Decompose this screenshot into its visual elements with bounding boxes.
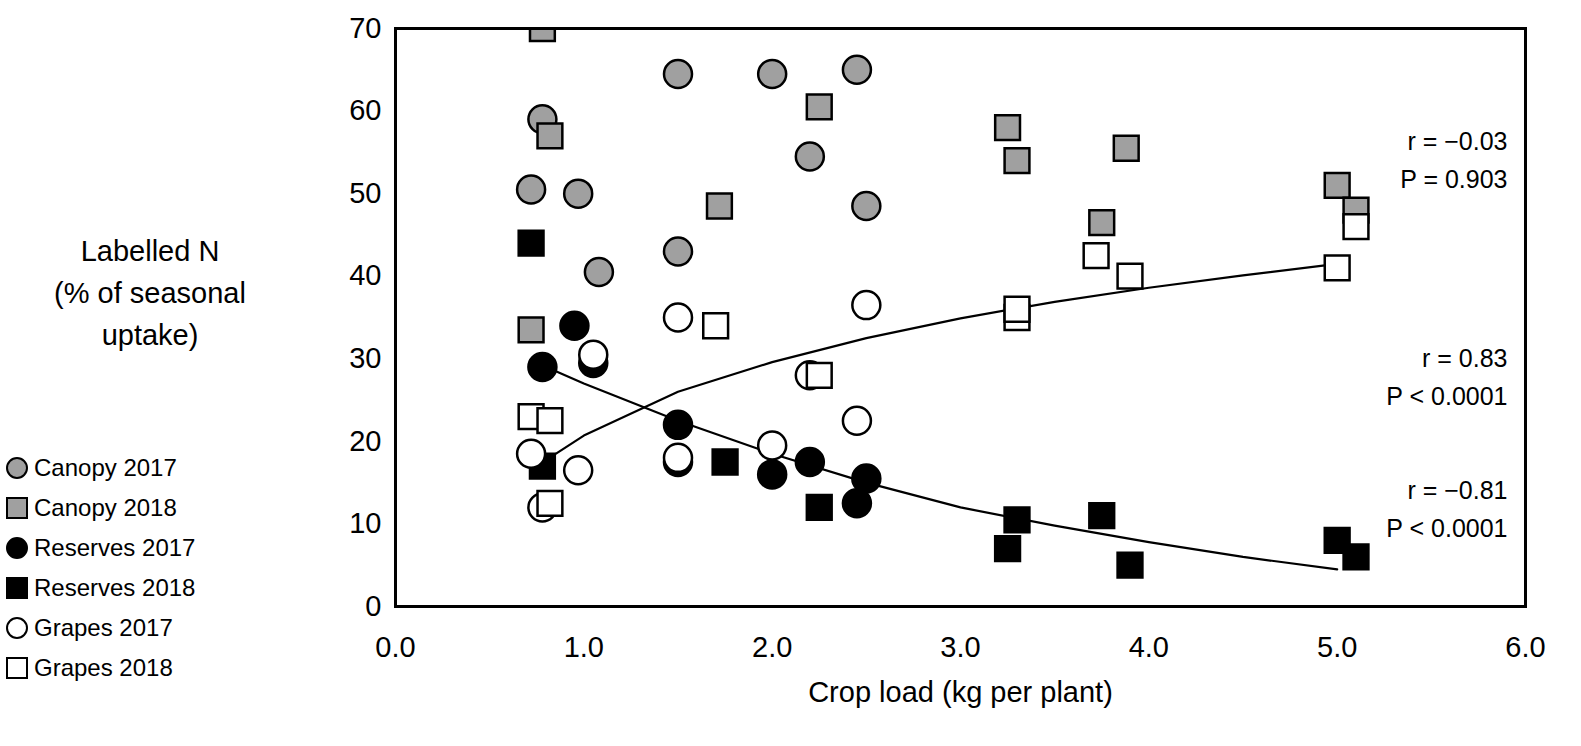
html-text:Reserves 2017: Reserves 2017 — [34, 534, 196, 561]
svg-text:2.0: 2.0 — [752, 631, 792, 663]
html-text:Canopy 2017: Canopy 2017 — [34, 454, 177, 481]
svg-text:Crop load (kg per plant): Crop load (kg per plant) — [808, 676, 1113, 708]
svg-text:1.0: 1.0 — [564, 631, 604, 663]
html-text:Labelled N (% of seasonal upta: Labelled N (% of seasonal uptake) — [54, 235, 246, 351]
svg-text:60: 60 — [349, 94, 381, 126]
html-text:Reserves 2018: Reserves 2018 — [34, 574, 196, 601]
svg-text:70: 70 — [349, 12, 381, 44]
svg-text:3.0: 3.0 — [940, 631, 980, 663]
svg-text:5.0: 5.0 — [1317, 631, 1357, 663]
svg-text:r = 0.83P < 0.0001: r = 0.83P < 0.0001 — [1386, 344, 1507, 410]
html-text:Grapes 2017: Grapes 2017 — [34, 614, 173, 641]
html-text:Grapes 2018: Grapes 2018 — [34, 654, 173, 681]
html-text:Canopy 2018: Canopy 2018 — [34, 494, 177, 521]
svg-text:40: 40 — [349, 259, 381, 291]
svg-text:20: 20 — [349, 425, 381, 457]
svg-text:4.0: 4.0 — [1129, 631, 1169, 663]
svg-text:0.0: 0.0 — [375, 631, 415, 663]
svg-text:r = −0.81P < 0.0001: r = −0.81P < 0.0001 — [1386, 476, 1507, 542]
svg-text:6.0: 6.0 — [1505, 631, 1545, 663]
svg-text:30: 30 — [349, 342, 381, 374]
svg-text:0: 0 — [365, 590, 381, 622]
svg-text:r = −0.03P = 0.903: r = −0.03P = 0.903 — [1400, 127, 1507, 193]
svg-text:50: 50 — [349, 177, 381, 209]
svg-text:10: 10 — [349, 507, 381, 539]
